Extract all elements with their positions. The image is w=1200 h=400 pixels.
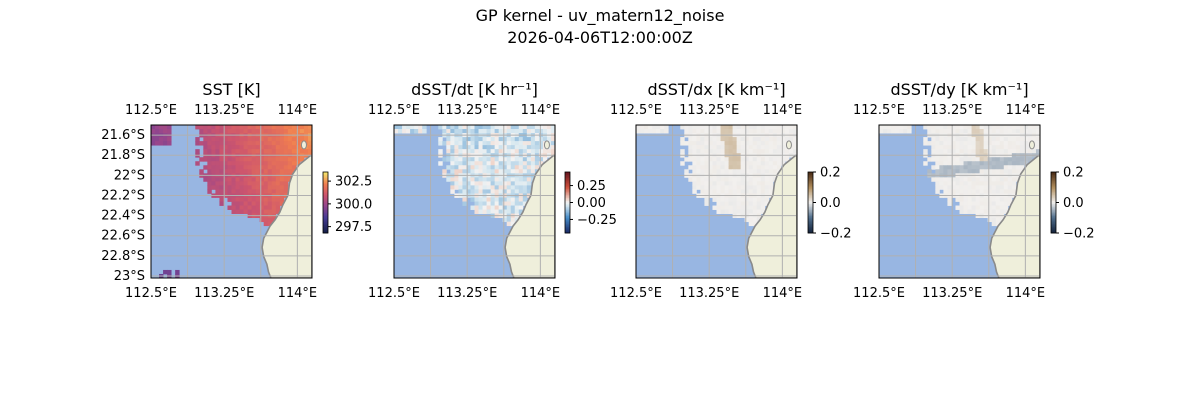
island [785,140,792,150]
x-tick-label-top: 114°E [1006,103,1046,118]
panel-4: dSST/dy [K km⁻¹] 112.5°E 112.5°E 113.25°E 11… [853,80,1095,301]
y-tick-label: 23°S [114,269,145,284]
panel-2: dSST/dt [K hr⁻¹] 112.5°E 112.5°E 113.25°E 11… [368,80,617,301]
x-tick-label-top: 113.25°E [922,103,982,118]
panel-frame [393,124,556,279]
x-tick-label-bottom: 113.25°E [437,286,497,301]
colorbar-tick-label: −0.2 [1063,227,1095,242]
y-tick-label: 22.4°S [101,209,145,224]
colorbar-tick-label: 0.2 [820,166,841,181]
x-tick-label-top: 112.5°E [610,103,662,118]
colorbar-frame [322,171,329,234]
x-tick-label-top: 114°E [521,103,561,118]
x-tick-label-bottom: 114°E [521,286,561,301]
colorbar-tick-label: 297.5 [335,220,372,235]
x-tick-label-bottom: 112.5°E [853,286,905,301]
panel-3-map [636,125,797,278]
colorbar-tick-label: −0.25 [577,213,617,228]
x-tick-label-top: 112.5°E [853,103,905,118]
y-tick-label: 22.2°S [101,188,145,203]
colorbar-tick-label: 0.25 [577,179,606,194]
panel-title: SST [K] [202,80,260,99]
colorbar: 0.2 0.0 −0.2 [807,166,852,242]
y-tick-label: 21.6°S [101,128,145,143]
colorbar: 0.2 0.0 −0.2 [1050,166,1095,242]
x-tick-label-top: 112.5°E [125,103,177,118]
gridlines [394,125,555,278]
panel-frame [635,124,798,279]
panel-1-map [151,125,312,278]
gridlines [636,125,797,278]
y-tick-label: 22.6°S [101,229,145,244]
panel-3: dSST/dx [K km⁻¹] 112.5°E 112.5°E 113.25°E 11… [610,80,852,301]
colorbar-tick-label: −0.2 [820,227,852,242]
colorbar: 0.25 0.00 −0.25 [564,171,617,234]
x-tick-label-bottom: 112.5°E [125,286,177,301]
panel-frame [150,124,313,279]
panel-title: dSST/dx [K km⁻¹] [647,80,785,99]
x-tick-label-top: 114°E [278,103,318,118]
colorbar-tick-label: 0.00 [577,196,606,211]
colorbar-tick-label: 300.0 [335,197,372,212]
x-tick-label-top: 114°E [763,103,803,118]
figure-title-line1: GP kernel - uv_matern12_noise [475,6,725,25]
panel-4-map [879,125,1040,278]
colorbar-tick-label: 0.2 [1063,166,1084,181]
x-tick-label-bottom: 112.5°E [610,286,662,301]
y-tick-label: 21.8°S [101,148,145,163]
panel-frame [878,124,1041,279]
panel-title: dSST/dy [K km⁻¹] [890,80,1028,99]
colorbar: 302.5 300.0 297.5 [322,171,372,235]
x-tick-label-bottom: 114°E [278,286,318,301]
x-tick-label-top: 113.25°E [194,103,254,118]
land-area [746,154,797,278]
land-area [504,154,555,278]
x-tick-label-bottom: 114°E [763,286,803,301]
colorbar-tick-label: 0.0 [1063,196,1084,211]
x-tick-label-bottom: 113.25°E [922,286,982,301]
panel-title: dSST/dt [K hr⁻¹] [411,80,538,99]
y-tick-label: 22.8°S [101,249,145,264]
x-tick-label-top: 113.25°E [679,103,739,118]
x-tick-label-bottom: 112.5°E [368,286,420,301]
x-tick-label-bottom: 113.25°E [679,286,739,301]
gridlines [879,125,1040,278]
x-tick-label-top: 112.5°E [368,103,420,118]
x-tick-label-bottom: 114°E [1006,286,1046,301]
colorbar-tick-label: 0.0 [820,196,841,211]
gridlines [151,125,312,278]
land-area [989,154,1040,278]
land-area [261,154,312,278]
colorbar-tick-label: 302.5 [335,175,372,190]
panel-2-map [394,125,555,278]
island [1028,140,1035,150]
x-tick-label-bottom: 113.25°E [194,286,254,301]
y-tick-label: 22°S [114,168,145,183]
x-tick-label-top: 113.25°E [437,103,497,118]
figure-title-line2: 2026-04-06T12:00:00Z [507,28,693,47]
panel-1: SST [K] 112.5°E 112.5°E 113.25°E 113.25°E 114… [101,80,372,301]
island [300,140,307,150]
island [543,140,550,150]
